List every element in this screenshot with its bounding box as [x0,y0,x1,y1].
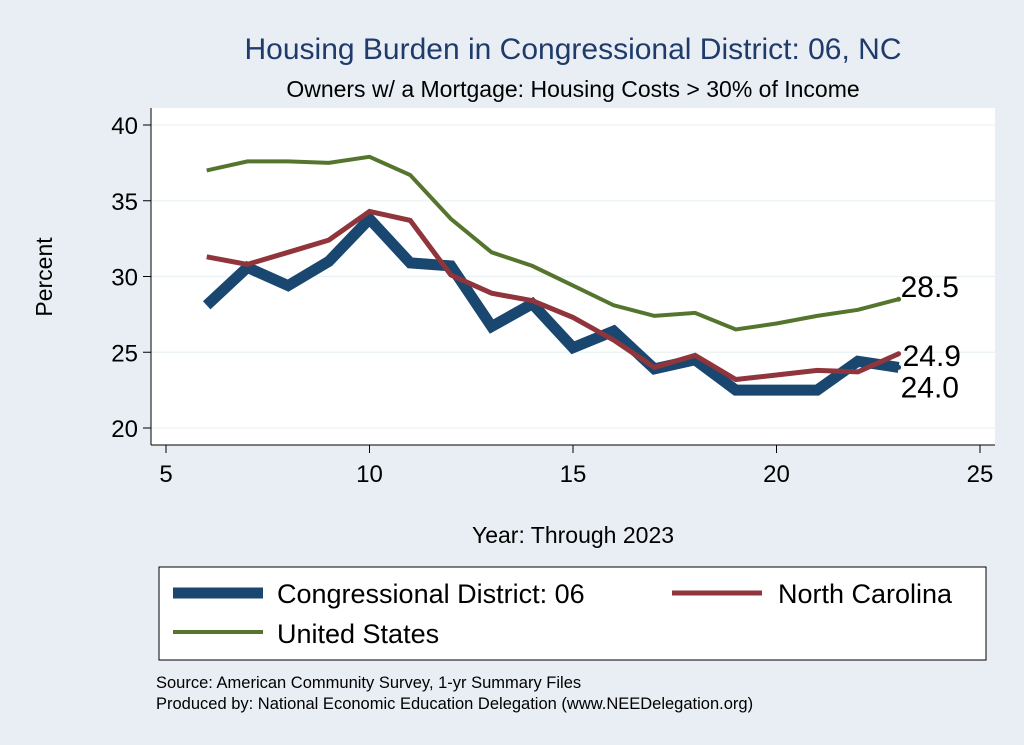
axes: 20 25 30 35 40 5 10 15 20 25 [111,108,995,488]
x-tick-label: 10 [356,461,383,488]
chart-subtitle: Owners w/ a Mortgage: Housing Costs > 30… [286,76,859,102]
x-tick-label: 25 [967,461,994,488]
legend-label-north-carolina: North Carolina [778,579,953,609]
y-axis-title: Percent [31,237,57,317]
y-tick-label: 25 [111,340,138,367]
series-line-united-states [206,154,900,332]
series-lines [202,154,900,396]
x-tick-label: 20 [763,461,790,488]
end-value-label: 28.5 [901,271,959,304]
series-line-congressional-district-06 [202,210,900,396]
x-axis-title: Year: Through 2023 [472,522,674,548]
end-point-marker [896,351,902,357]
y-tick-label: 35 [111,189,138,216]
x-tick-label: 5 [159,461,172,488]
series-line-north-carolina [206,208,900,383]
legend-label-congressional-district: Congressional District: 06 [277,579,585,609]
y-tick-label: 20 [111,416,138,443]
producer-note: Produced by: National Economic Education… [156,695,753,713]
end-value-label: 24.9 [903,340,961,373]
x-tick-label: 15 [560,461,587,488]
legend-box [158,566,987,661]
legend: Congressional District: 06 North Carolin… [158,566,987,661]
legend-label-united-states: United States [277,619,439,649]
end-labels: 24.024.9 28.5 [896,271,961,404]
y-tick-label: 30 [111,265,138,292]
source-note: Source: American Community Survey, 1-yr … [156,674,581,692]
end-value-label: 24.0 [901,371,959,404]
end-point-marker [896,296,902,302]
end-point-marker [896,364,902,370]
y-tick-label: 40 [111,113,138,140]
chart-title: Housing Burden in Congressional District… [245,33,902,66]
